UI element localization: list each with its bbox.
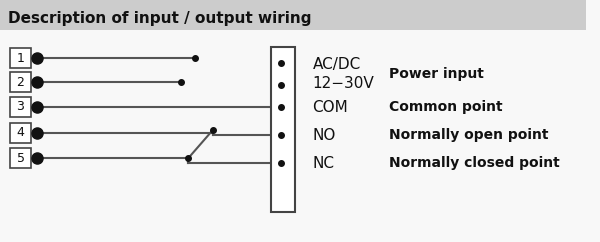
Text: 5: 5	[17, 151, 25, 165]
Text: Description of input / output wiring: Description of input / output wiring	[8, 10, 311, 25]
Bar	[10, 148, 31, 168]
Text: Power input: Power input	[389, 67, 484, 81]
Text: NC: NC	[313, 156, 334, 171]
Bar	[10, 48, 31, 68]
Text: Normally open point: Normally open point	[389, 128, 548, 142]
Bar	[10, 72, 31, 92]
Text: COM: COM	[313, 99, 348, 114]
Text: Common point: Common point	[389, 100, 502, 114]
Text: 2: 2	[17, 76, 25, 89]
Text: Normally closed point: Normally closed point	[389, 156, 559, 170]
Text: NO: NO	[313, 128, 336, 143]
Text: 3: 3	[17, 100, 25, 113]
Bar	[10, 123, 31, 143]
Text: 4: 4	[17, 127, 25, 139]
Bar	[0, 0, 586, 30]
Bar	[10, 97, 31, 117]
Text: AC/DC
12−30V: AC/DC 12−30V	[313, 57, 374, 91]
Bar	[271, 47, 295, 212]
Text: 1: 1	[17, 52, 25, 65]
